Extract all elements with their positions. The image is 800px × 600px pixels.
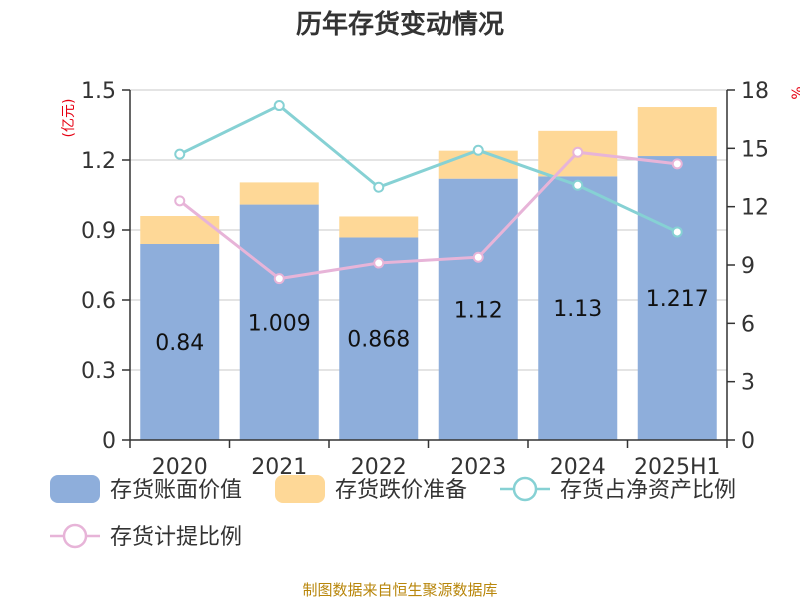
legend-label: 存货跌价准备 <box>335 478 467 503</box>
bar-book-value <box>239 204 319 440</box>
series-point <box>472 251 484 263</box>
bar-impairment <box>140 216 220 244</box>
x-tick-label: 2022 <box>351 455 407 480</box>
left-tick-label: 0.6 <box>81 289 116 314</box>
legend-label: 存货账面价值 <box>110 478 242 503</box>
right-tick-label: 6 <box>741 312 755 337</box>
series-point <box>373 257 385 269</box>
right-tick-label: 0 <box>741 429 755 454</box>
bars: 0.84 1.009 0.868 1.12 1.13 1.217 <box>140 107 717 441</box>
series-point <box>671 226 683 238</box>
left-axis-unit: (亿元) <box>61 99 77 138</box>
bar-book-value <box>438 178 518 440</box>
bar-book-value <box>538 176 618 441</box>
gridlines <box>130 89 727 371</box>
left-tick-label: 0.3 <box>81 359 116 384</box>
chart-title: 历年存货变动情况 <box>296 9 504 40</box>
legend-label: 存货占净资产比例 <box>560 478 736 503</box>
legend-marker <box>512 476 538 502</box>
legend-swatch <box>275 475 325 503</box>
legend-swatch <box>50 475 100 503</box>
data-label: 0.868 <box>347 328 410 353</box>
right-tick-label: 12 <box>741 196 769 221</box>
series-line <box>179 103 678 234</box>
right-tick-label: 18 <box>741 79 769 104</box>
left-tick-label: 0 <box>102 429 116 454</box>
data-label: 1.009 <box>248 311 311 336</box>
bar-impairment <box>637 107 717 157</box>
series-point <box>373 181 385 193</box>
right-axis-unit: % <box>790 86 800 99</box>
x-tick-label: 2024 <box>550 455 606 480</box>
data-label: 1.12 <box>454 298 503 323</box>
right-tick-label: 15 <box>741 137 769 162</box>
bar-book-value <box>140 244 220 440</box>
right-tick-label: 3 <box>741 371 755 396</box>
series-point <box>174 195 186 207</box>
bar-book-value <box>637 156 717 441</box>
series-point <box>174 148 186 160</box>
x-tick-label: 2025H1 <box>634 455 721 480</box>
series-point <box>273 273 285 285</box>
series-point <box>572 179 584 191</box>
lines <box>174 100 683 285</box>
right-tick-label: 9 <box>741 254 755 279</box>
data-label: 1.217 <box>646 287 709 312</box>
series-line <box>178 150 678 281</box>
left-tick-label: 0.9 <box>81 219 116 244</box>
source-note: 制图数据来自恒生聚源数据库 <box>302 581 497 599</box>
bar-impairment <box>339 216 419 238</box>
series-point <box>572 146 584 158</box>
x-tick-label: 2023 <box>450 455 506 480</box>
series-point <box>273 100 285 112</box>
legend-label: 存货计提比例 <box>110 525 242 550</box>
x-tick-label: 2020 <box>152 455 208 480</box>
bar-book-value <box>339 237 419 440</box>
data-label: 0.84 <box>155 331 204 356</box>
data-label: 1.13 <box>553 297 602 322</box>
bar-impairment <box>239 182 319 205</box>
left-tick-label: 1.2 <box>81 149 116 174</box>
series-point <box>472 144 484 156</box>
left-tick-label: 1.5 <box>81 79 116 104</box>
series-point <box>671 158 683 170</box>
legend-marker <box>62 523 88 549</box>
